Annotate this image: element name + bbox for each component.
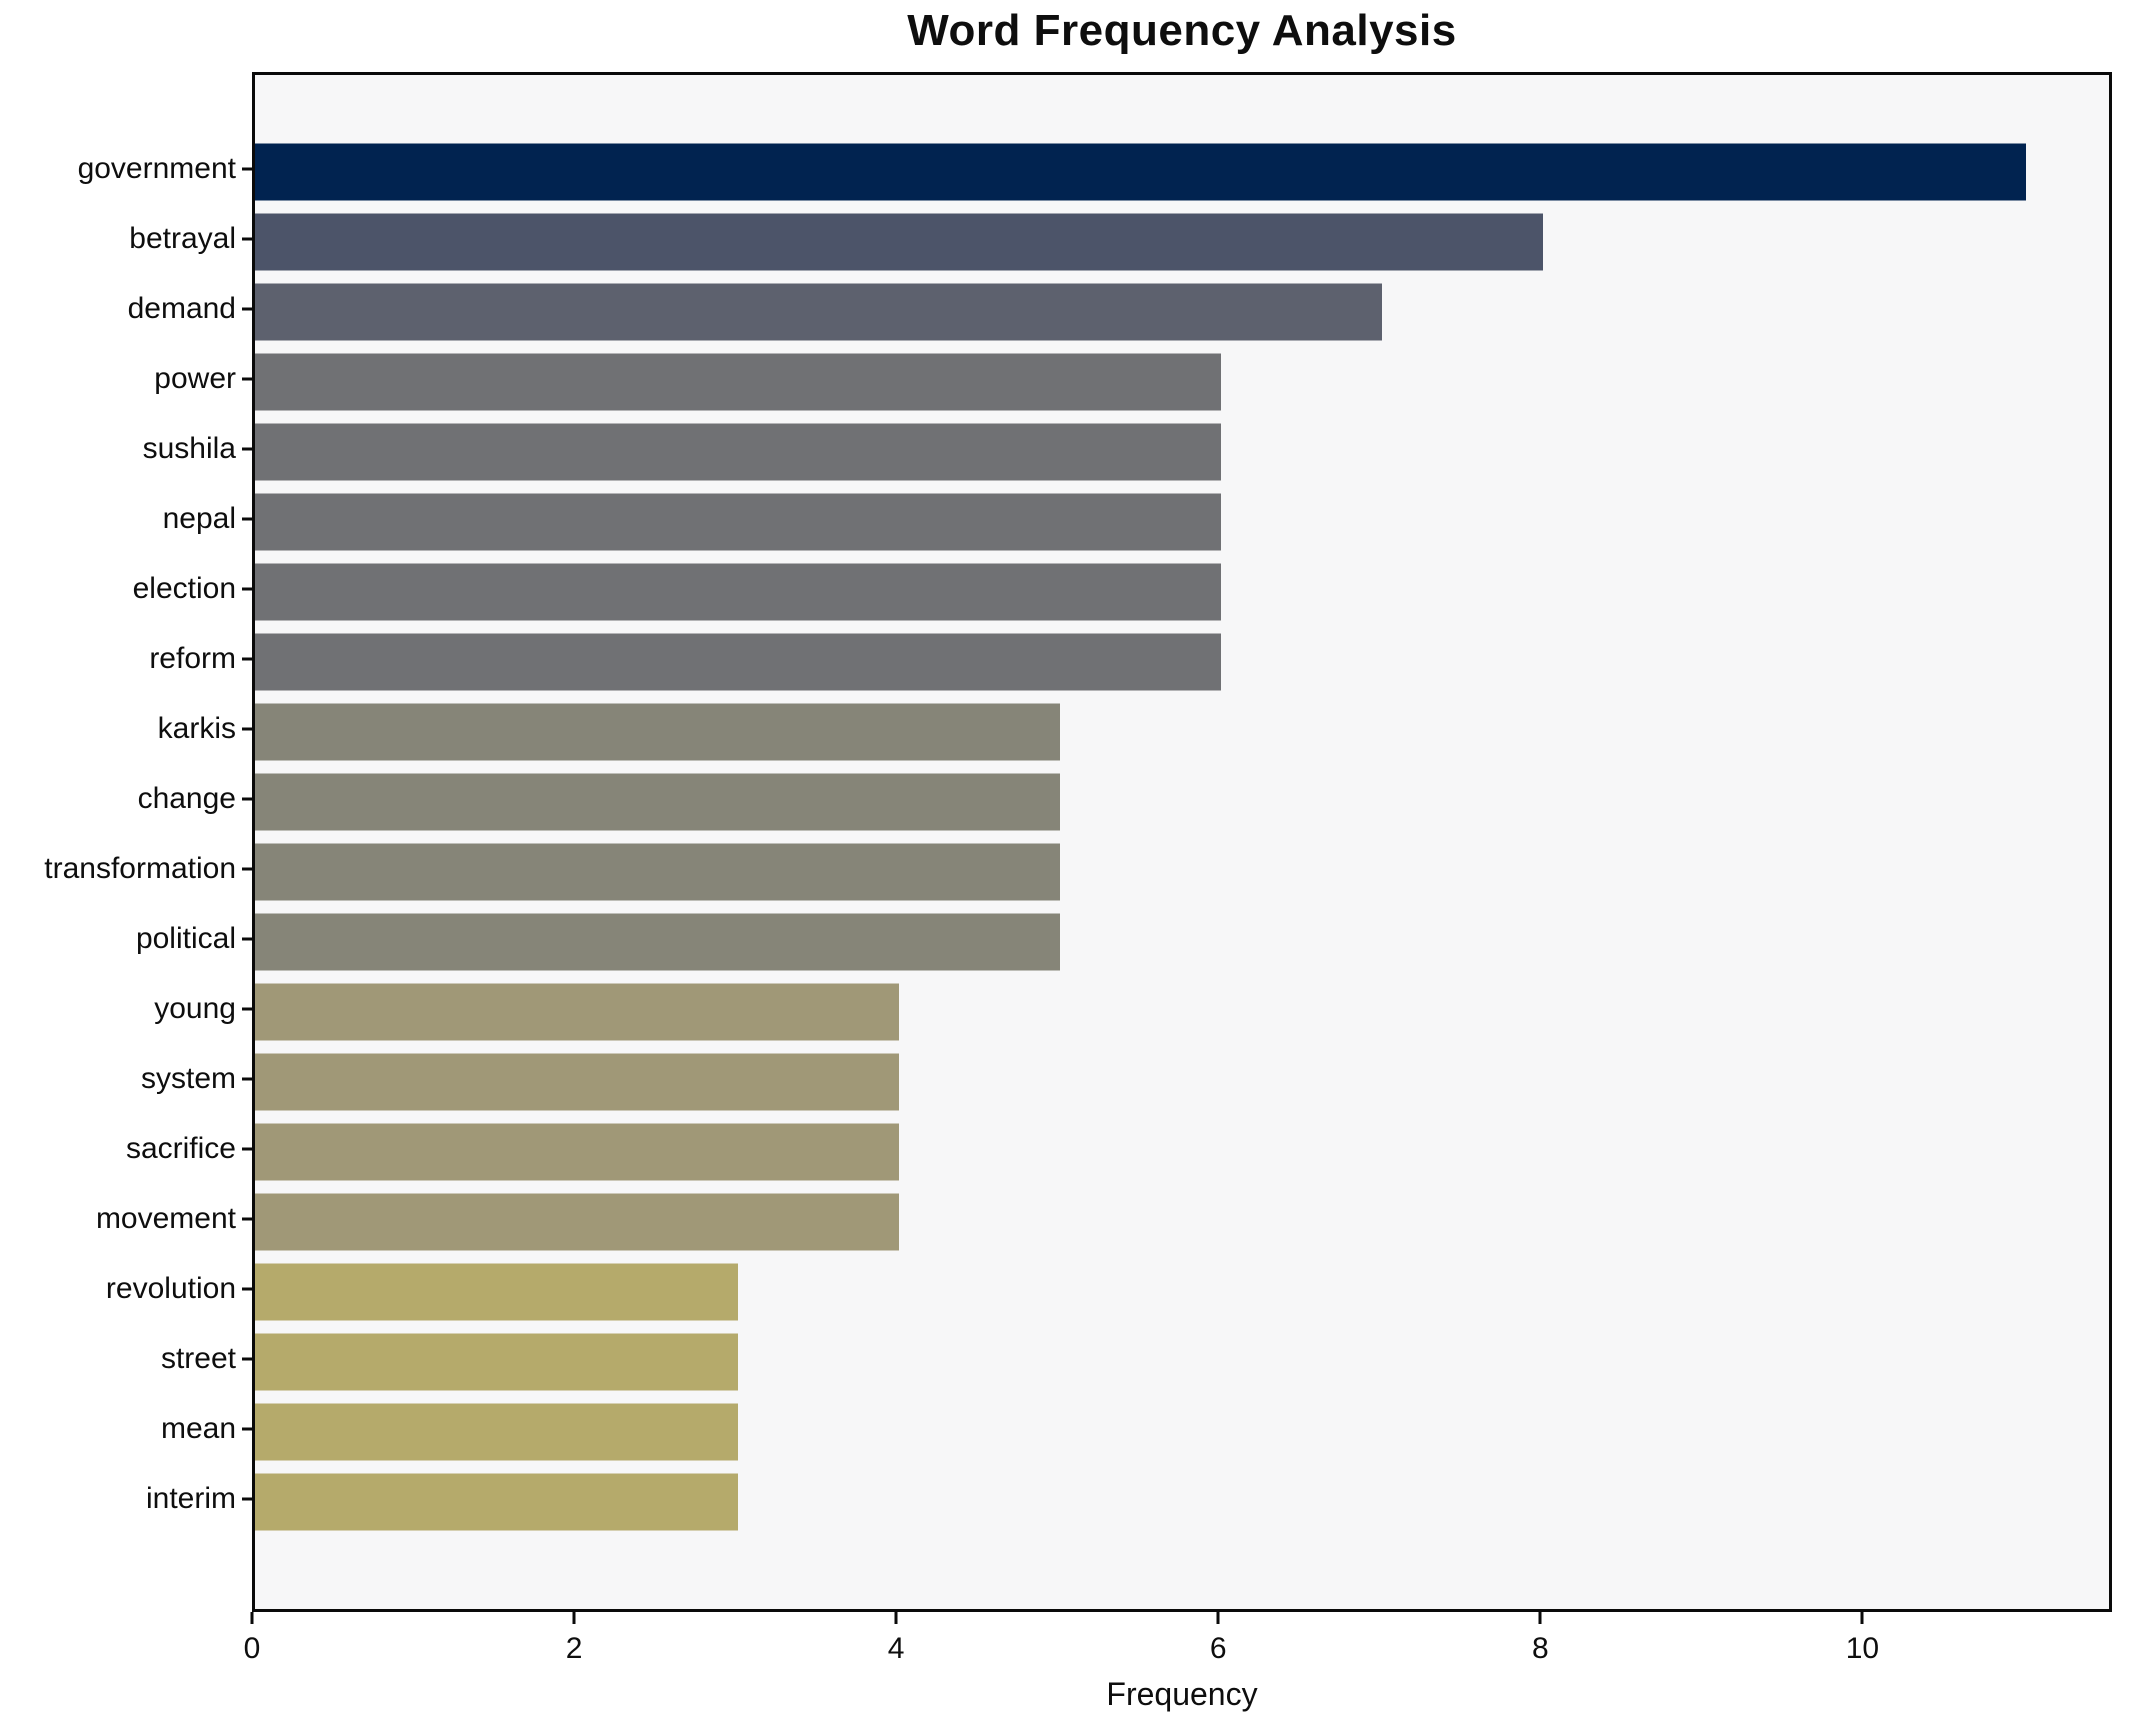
y-tick-label: sacrifice: [125, 1132, 236, 1165]
bar-row: [255, 1117, 2109, 1187]
y-tick-label: transformation: [44, 852, 236, 885]
y-tick-mark: [242, 727, 252, 731]
bar-row: [255, 977, 2109, 1047]
bar-row: [255, 417, 2109, 487]
y-tick-label: system: [140, 1062, 236, 1095]
bar-row: [255, 837, 2109, 907]
x-tick-mark: [1860, 1612, 1864, 1624]
y-tick-mark: [242, 867, 252, 871]
bar-row: [255, 487, 2109, 557]
bar: [255, 913, 1061, 971]
y-tick-mark: [242, 1007, 252, 1011]
y-tick-label: election: [132, 572, 236, 605]
y-tick-label: interim: [145, 1482, 236, 1515]
bar-row: [255, 557, 2109, 627]
y-tick-label: reform: [149, 642, 236, 675]
y-tick-mark: [242, 1217, 252, 1221]
y-tick-mark: [242, 237, 252, 241]
y-tick-mark: [242, 1147, 252, 1151]
y-tick-label: sushila: [142, 432, 236, 465]
plot-area: [252, 72, 2112, 1612]
y-tick-mark: [242, 1077, 252, 1081]
bar: [255, 423, 1222, 481]
bar: [255, 1333, 739, 1391]
bar-row: [255, 1467, 2109, 1537]
y-tick-label: political: [135, 922, 236, 955]
y-tick-label: street: [160, 1342, 236, 1375]
y-tick-label: government: [77, 152, 236, 185]
bar-row: [255, 627, 2109, 697]
bar: [255, 1053, 900, 1111]
bar: [255, 1193, 900, 1251]
bar: [255, 563, 1222, 621]
x-tick-label: 10: [1845, 1632, 1880, 1665]
y-tick-mark: [242, 307, 252, 311]
x-tick-label: 2: [565, 1632, 583, 1665]
x-tick-mark: [1216, 1612, 1220, 1624]
bar-row: [255, 907, 2109, 977]
y-tick-mark: [242, 657, 252, 661]
x-axis-label: Frequency: [1106, 1676, 1258, 1712]
chart-title: Word Frequency Analysis: [907, 6, 1457, 55]
bar: [255, 1403, 739, 1461]
y-tick-mark: [242, 377, 252, 381]
y-tick-mark: [242, 1497, 252, 1501]
bar: [255, 703, 1061, 761]
y-tick-label: young: [154, 992, 236, 1025]
y-tick-mark: [242, 937, 252, 941]
bar-row: [255, 767, 2109, 837]
x-tick-label: 8: [1531, 1632, 1549, 1665]
x-tick-mark: [894, 1612, 898, 1624]
bar: [255, 353, 1222, 411]
y-tick-mark: [242, 1427, 252, 1431]
bar-row: [255, 277, 2109, 347]
bar: [255, 213, 1544, 271]
bar: [255, 493, 1222, 551]
bar-row: [255, 347, 2109, 417]
bar: [255, 1473, 739, 1531]
bar-row: [255, 1397, 2109, 1467]
bar: [255, 983, 900, 1041]
y-tick-mark: [242, 1287, 252, 1291]
bar: [255, 633, 1222, 691]
bar: [255, 843, 1061, 901]
bar: [255, 773, 1061, 831]
bar: [255, 1263, 739, 1321]
bar-row: [255, 207, 2109, 277]
y-tick-label: revolution: [105, 1272, 236, 1305]
y-tick-label: betrayal: [129, 222, 236, 255]
x-tick-label: 0: [243, 1632, 261, 1665]
y-tick-label: movement: [95, 1202, 236, 1235]
bar: [255, 283, 1383, 341]
x-tick-mark: [1538, 1612, 1542, 1624]
y-tick-label: power: [154, 362, 236, 395]
x-tick-label: 4: [887, 1632, 905, 1665]
bar-row: [255, 1257, 2109, 1327]
y-tick-label: mean: [160, 1412, 236, 1445]
bar-row: [255, 137, 2109, 207]
bar: [255, 1123, 900, 1181]
y-tick-mark: [242, 1357, 252, 1361]
x-tick-mark: [572, 1612, 576, 1624]
bar: [255, 143, 2027, 201]
y-tick-label: change: [137, 782, 236, 815]
x-tick-mark: [250, 1612, 254, 1624]
bar-row: [255, 1187, 2109, 1257]
bar-row: [255, 697, 2109, 767]
y-tick-mark: [242, 517, 252, 521]
y-tick-label: demand: [127, 292, 236, 325]
bar-row: [255, 1327, 2109, 1397]
y-tick-label: karkis: [157, 712, 236, 745]
y-tick-label: nepal: [162, 502, 236, 535]
y-tick-mark: [242, 167, 252, 171]
bar-row: [255, 1047, 2109, 1117]
y-tick-mark: [242, 797, 252, 801]
y-tick-mark: [242, 587, 252, 591]
x-tick-label: 6: [1209, 1632, 1227, 1665]
y-tick-mark: [242, 447, 252, 451]
